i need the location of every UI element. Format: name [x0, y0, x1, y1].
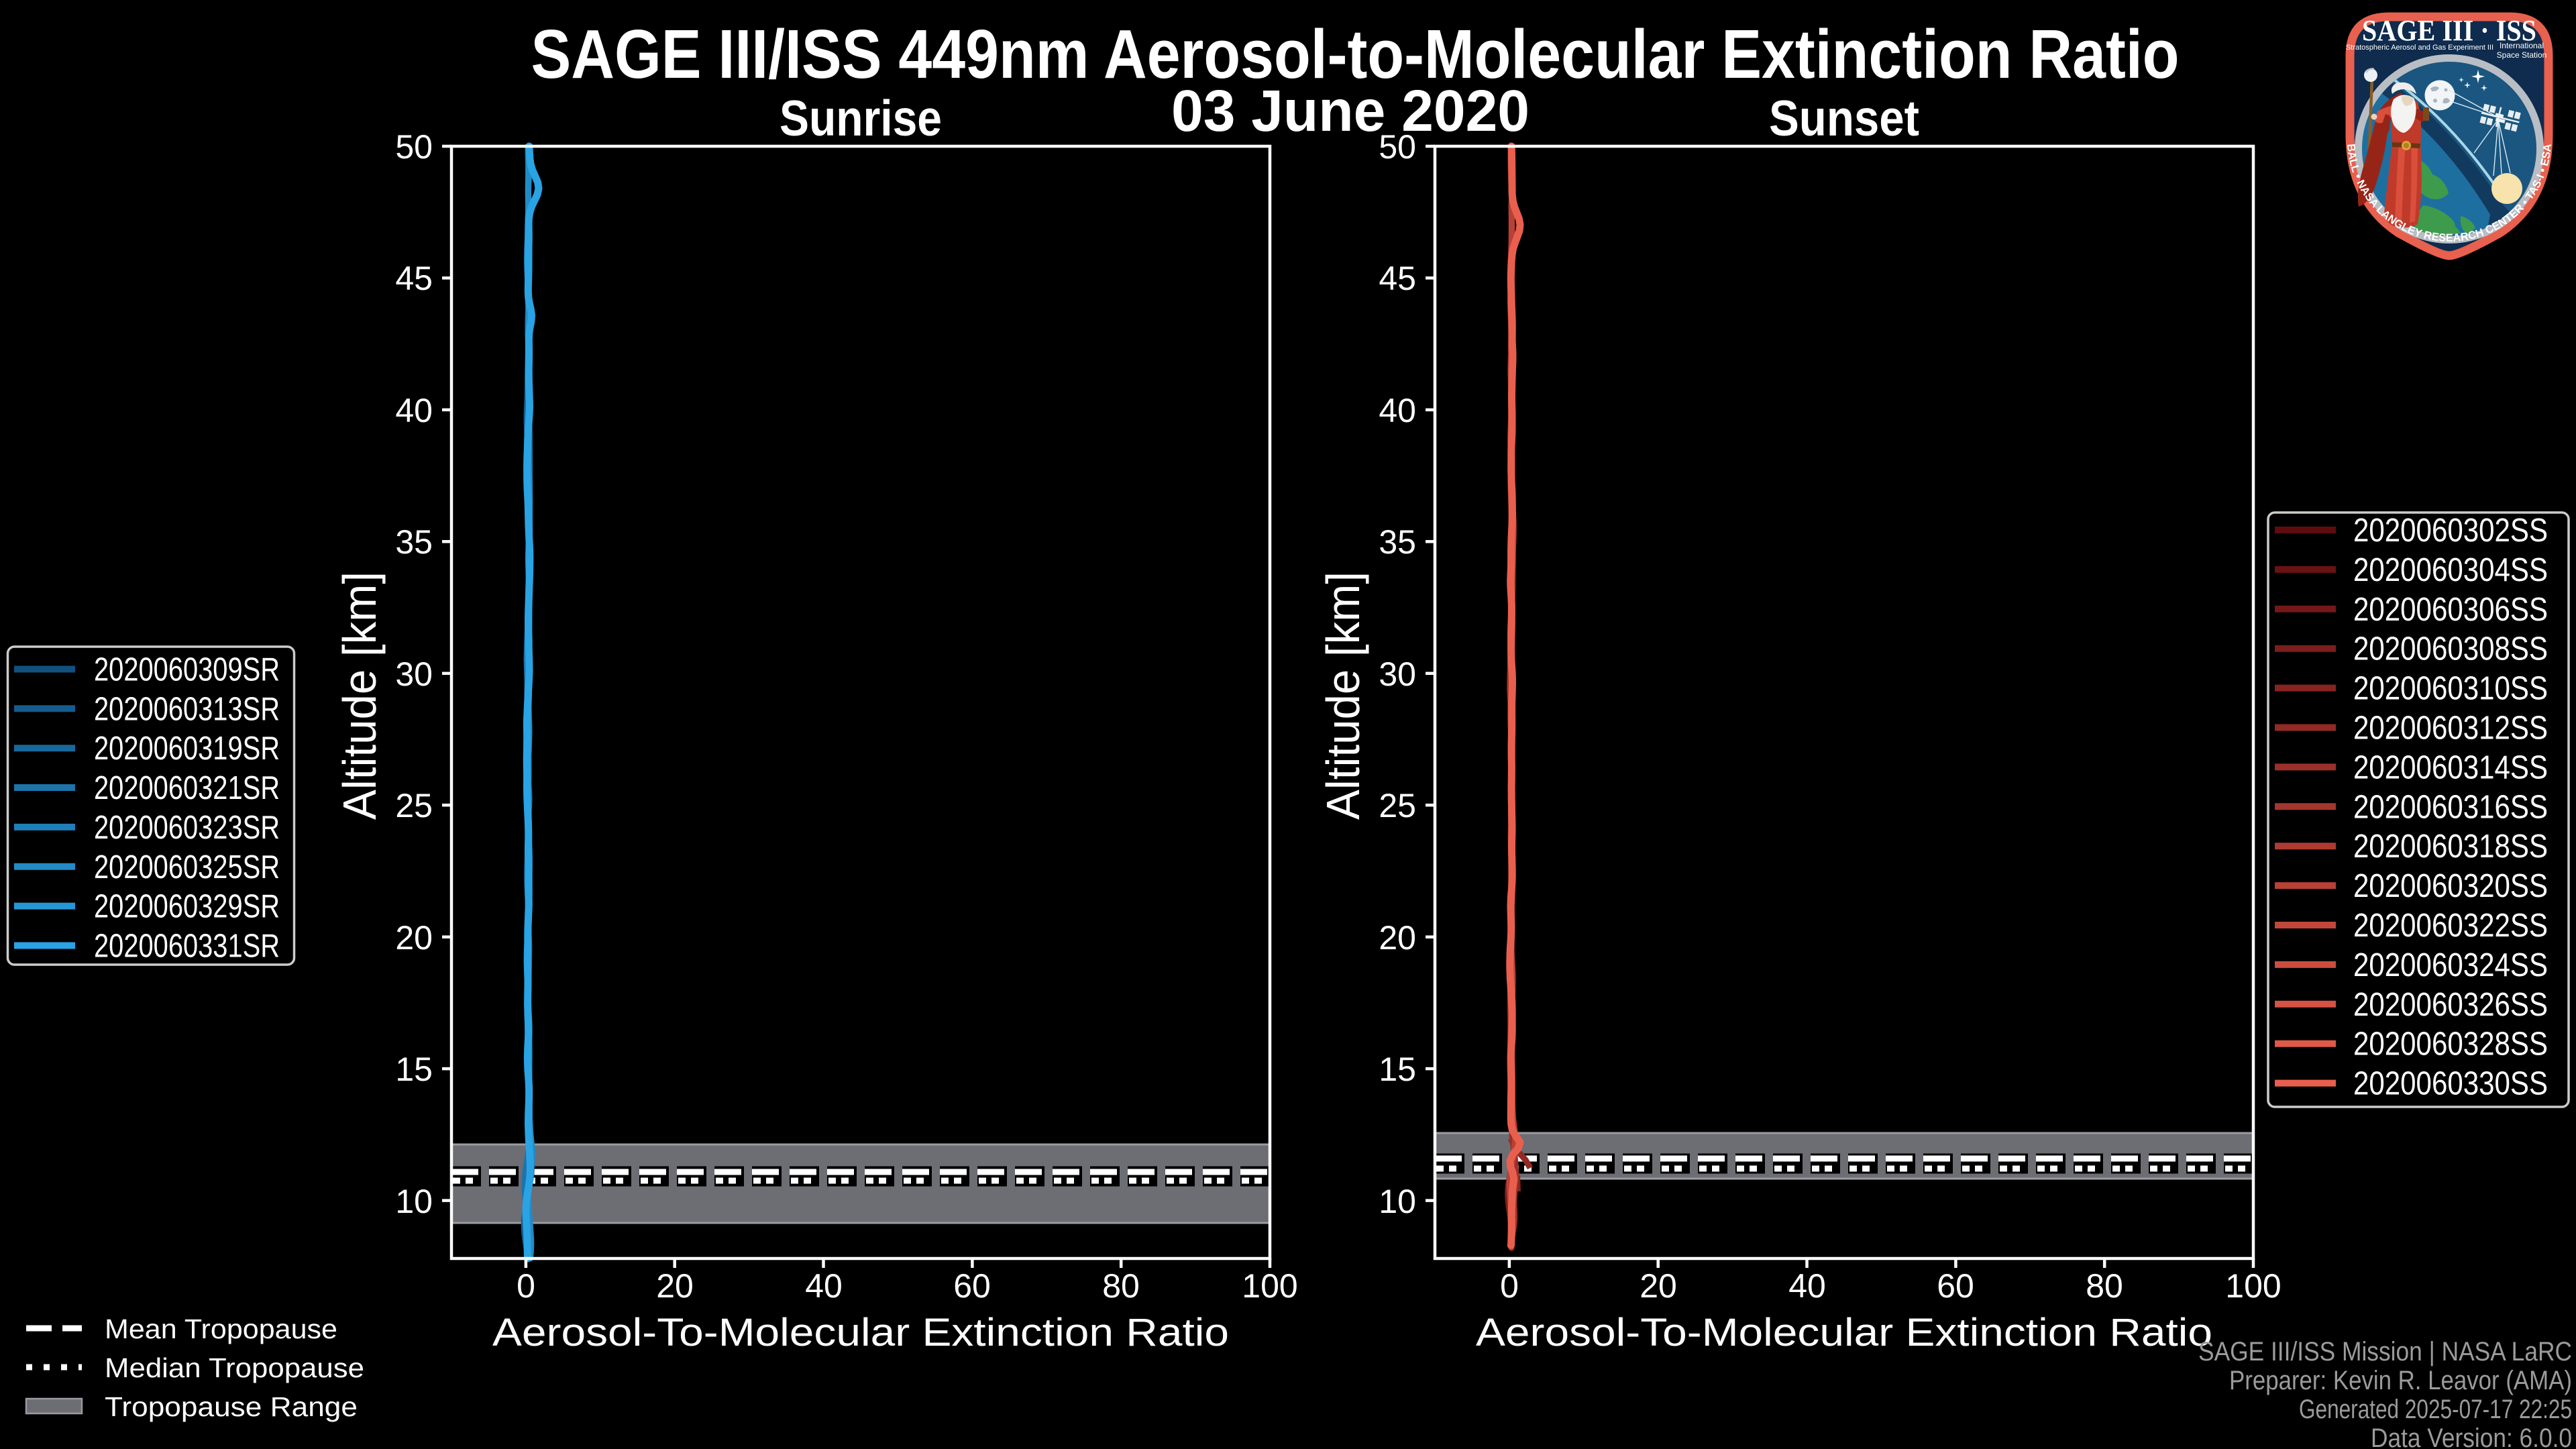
svg-text:2020060322SS: 2020060322SS	[2353, 908, 2548, 944]
svg-text:40: 40	[395, 392, 433, 429]
svg-text:International: International	[2500, 41, 2544, 50]
svg-text:Preparer: Kevin R. Leavor (AMA: Preparer: Kevin R. Leavor (AMA)	[2229, 1366, 2572, 1395]
svg-text:2020060328SS: 2020060328SS	[2353, 1026, 2548, 1063]
svg-text:30: 30	[395, 655, 433, 693]
svg-text:40: 40	[805, 1267, 843, 1305]
svg-text:SAGE III/ISS Mission | NASA La: SAGE III/ISS Mission | NASA LaRC	[2198, 1337, 2572, 1366]
svg-text:2020060325SR: 2020060325SR	[94, 849, 280, 885]
svg-text:2020060308SS: 2020060308SS	[2353, 631, 2548, 667]
svg-text:Aerosol-To-Molecular Extinctio: Aerosol-To-Molecular Extinction Ratio	[492, 1311, 1229, 1354]
svg-text:2020060309SR: 2020060309SR	[94, 652, 280, 688]
svg-text:Space Station: Space Station	[2497, 50, 2547, 60]
svg-text:Tropopause Range: Tropopause Range	[105, 1391, 358, 1422]
svg-text:2020060330SS: 2020060330SS	[2353, 1066, 2548, 1102]
svg-text:2020060331SR: 2020060331SR	[94, 928, 280, 965]
svg-text:15: 15	[395, 1051, 433, 1088]
svg-text:20: 20	[1640, 1267, 1677, 1305]
svg-text:2020060321SR: 2020060321SR	[94, 770, 280, 806]
svg-text:2020060326SS: 2020060326SS	[2353, 987, 2548, 1023]
svg-text:20: 20	[395, 919, 433, 957]
svg-text:50: 50	[1379, 128, 1416, 166]
svg-text:35: 35	[1379, 523, 1416, 561]
svg-text:45: 45	[395, 260, 433, 297]
svg-text:2020060312SS: 2020060312SS	[2353, 710, 2548, 747]
svg-text:15: 15	[1379, 1051, 1416, 1088]
svg-text:40: 40	[1379, 392, 1416, 429]
svg-text:SAGE III/ISS 449nm Aerosol-to-: SAGE III/ISS 449nm Aerosol-to-Molecular …	[531, 15, 2180, 93]
svg-text:20: 20	[656, 1267, 694, 1305]
svg-text:30: 30	[1379, 655, 1416, 693]
svg-text:100: 100	[2225, 1267, 2281, 1305]
svg-text:20: 20	[1379, 919, 1416, 957]
svg-text:2020060329SR: 2020060329SR	[94, 889, 280, 925]
svg-text:45: 45	[1379, 260, 1416, 297]
svg-text:0: 0	[1500, 1267, 1519, 1305]
svg-text:2020060304SS: 2020060304SS	[2353, 552, 2548, 588]
svg-text:35: 35	[395, 523, 433, 561]
svg-text:SAGE III · ISS: SAGE III · ISS	[2362, 14, 2536, 47]
svg-text:Altitude [km]: Altitude [km]	[333, 572, 386, 820]
svg-text:10: 10	[1379, 1183, 1416, 1220]
svg-text:Sunrise: Sunrise	[780, 90, 942, 146]
svg-text:2020060324SS: 2020060324SS	[2353, 947, 2548, 983]
svg-text:10: 10	[395, 1183, 433, 1220]
svg-text:0: 0	[517, 1267, 535, 1305]
svg-text:60: 60	[953, 1267, 991, 1305]
svg-text:2020060323SR: 2020060323SR	[94, 810, 280, 846]
svg-text:80: 80	[1102, 1267, 1140, 1305]
svg-text:Data Version: 6.0.0: Data Version: 6.0.0	[2371, 1424, 2572, 1449]
svg-text:50: 50	[395, 128, 433, 166]
svg-text:Median Tropopause: Median Tropopause	[105, 1352, 364, 1383]
svg-text:Altitude [km]: Altitude [km]	[1317, 572, 1369, 820]
svg-text:2020060306SS: 2020060306SS	[2353, 592, 2548, 628]
svg-text:2020060310SS: 2020060310SS	[2353, 671, 2548, 707]
svg-text:2020060302SS: 2020060302SS	[2353, 513, 2548, 549]
svg-text:Aerosol-To-Molecular Extinctio: Aerosol-To-Molecular Extinction Ratio	[1476, 1311, 2212, 1354]
svg-text:2020060320SS: 2020060320SS	[2353, 868, 2548, 904]
svg-text:25: 25	[395, 787, 433, 824]
svg-text:2020060313SR: 2020060313SR	[94, 691, 280, 727]
svg-text:100: 100	[1242, 1267, 1297, 1305]
svg-text:2020060316SS: 2020060316SS	[2353, 789, 2548, 825]
svg-text:Stratospheric Aerosol and Gas: Stratospheric Aerosol and Gas Experiment…	[2346, 44, 2493, 52]
svg-text:25: 25	[1379, 787, 1416, 824]
svg-text:Mean Tropopause: Mean Tropopause	[105, 1313, 337, 1344]
svg-text:2020060314SS: 2020060314SS	[2353, 749, 2548, 786]
svg-text:Generated 2025-07-17 22:25: Generated 2025-07-17 22:25	[2299, 1395, 2572, 1424]
svg-text:2020060319SR: 2020060319SR	[94, 731, 280, 767]
svg-text:03 June 2020: 03 June 2020	[1171, 78, 1529, 144]
svg-text:80: 80	[2086, 1267, 2123, 1305]
svg-text:Sunset: Sunset	[1769, 90, 1919, 146]
svg-text:40: 40	[1788, 1267, 1826, 1305]
svg-text:60: 60	[1937, 1267, 1974, 1305]
svg-text:2020060318SS: 2020060318SS	[2353, 828, 2548, 865]
